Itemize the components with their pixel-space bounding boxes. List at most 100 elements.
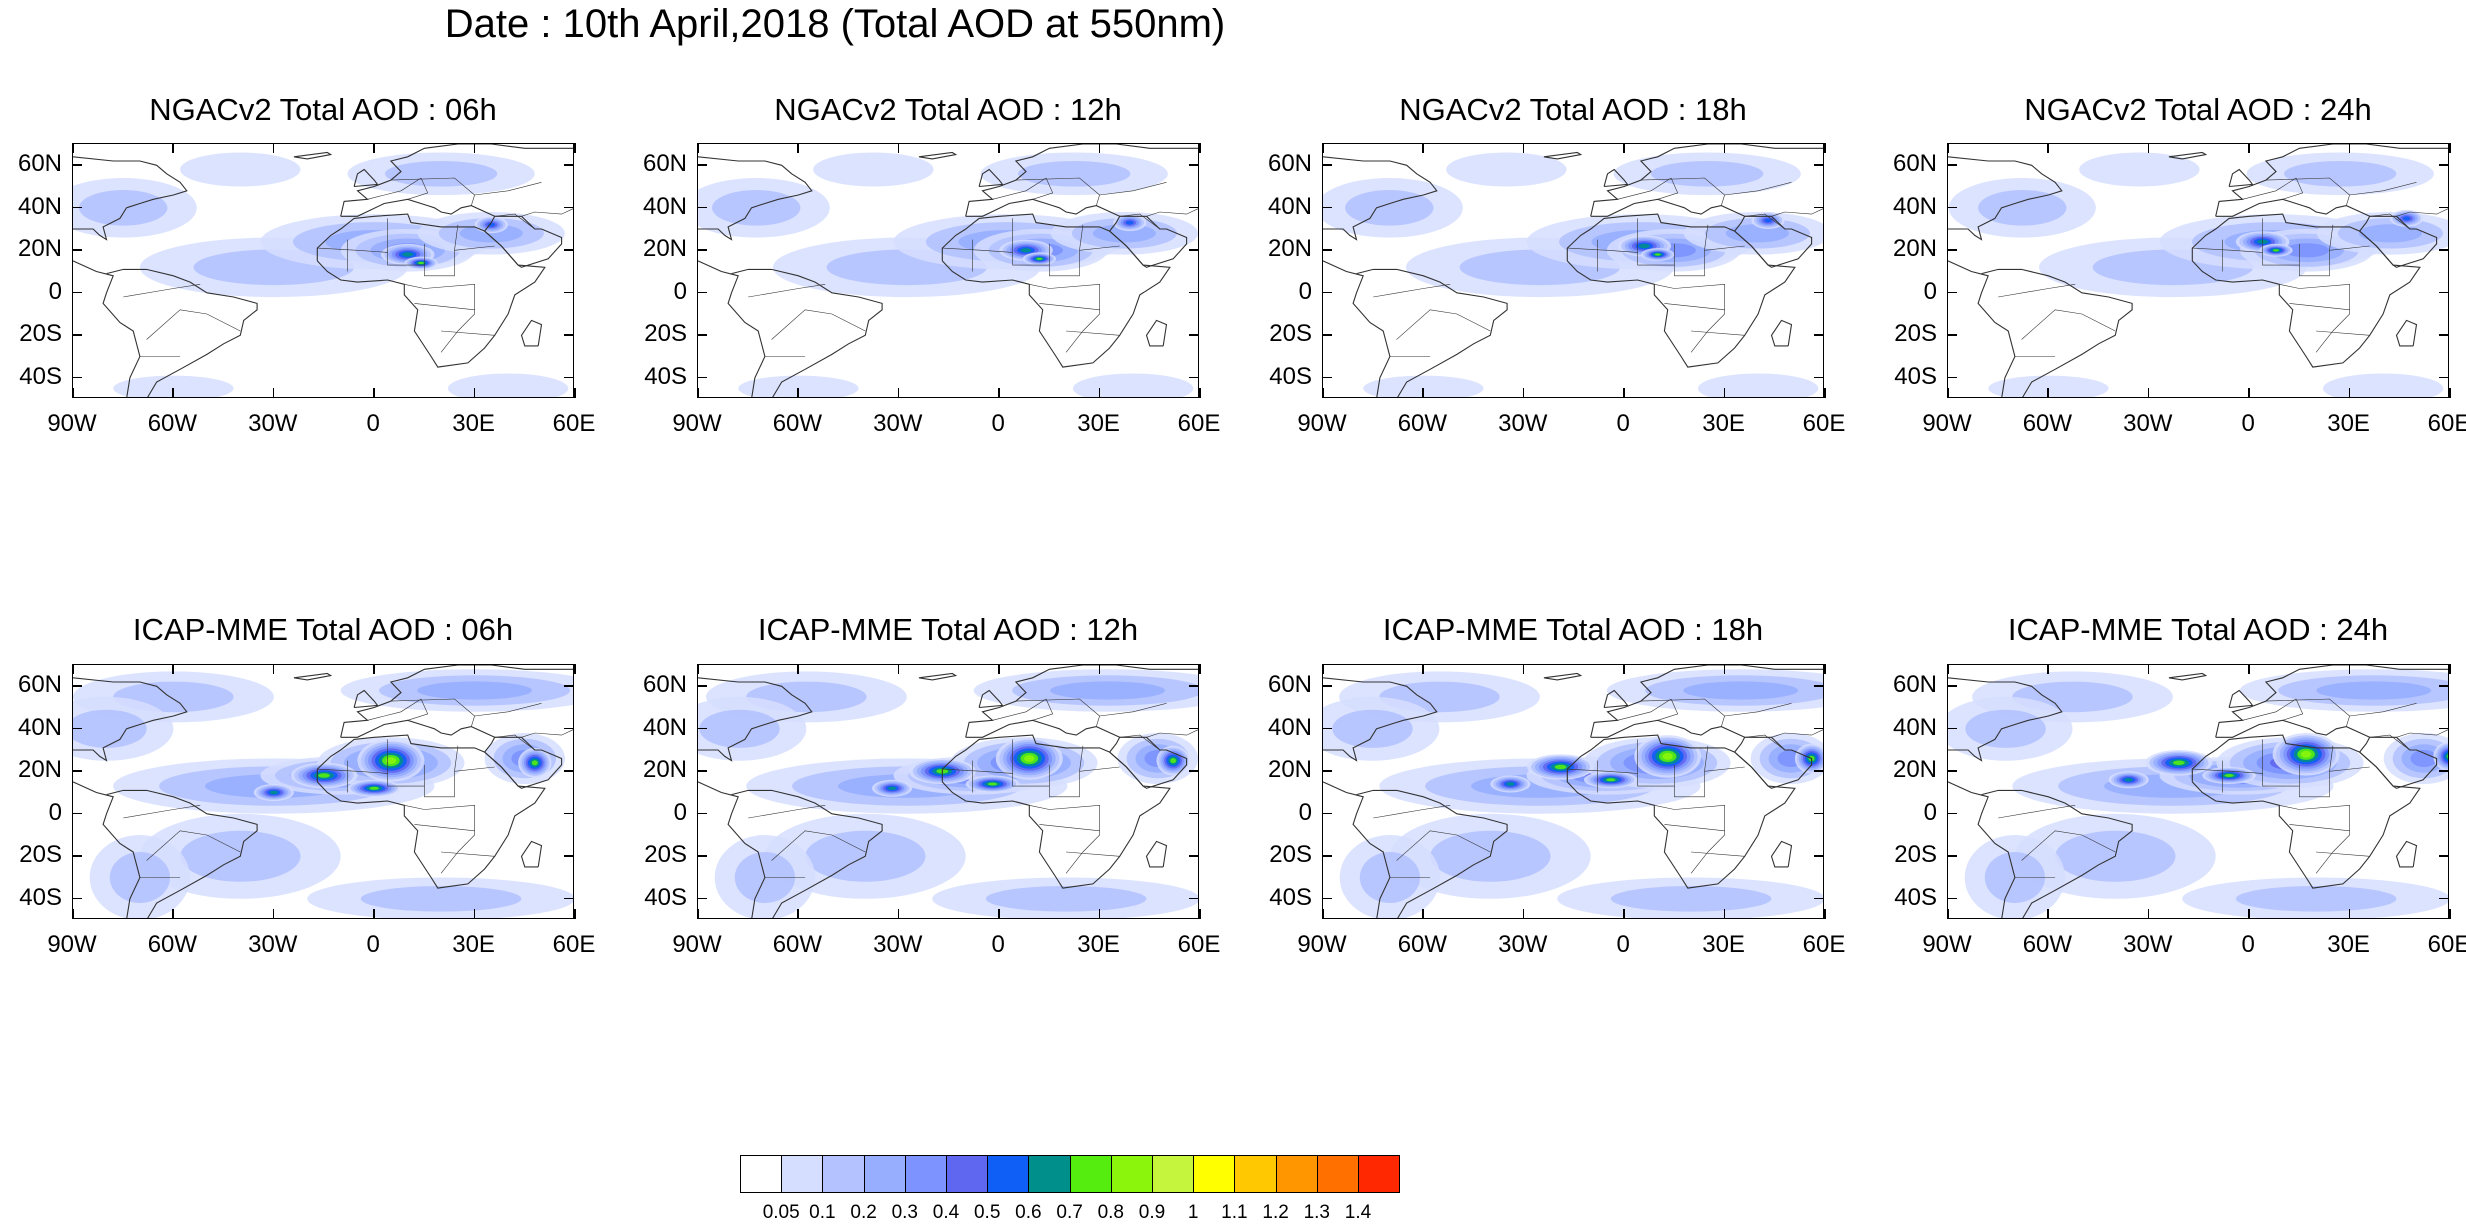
colorbar-swatch [987,1155,1030,1193]
lon-label: 30E [2327,931,2370,958]
country-border [2021,309,2116,340]
coastline [2168,151,2208,160]
coastline [965,665,1198,738]
aod-contour [459,224,523,243]
lon-tick [1723,388,1726,398]
lat-tick [564,164,574,166]
lon-label: 90W [47,410,97,437]
lon-label: 60E [552,931,596,958]
lon-tick [1723,143,1726,153]
country-border [771,309,866,340]
coastline [2359,736,2438,789]
lon-tick [574,664,576,674]
lat-label: 40S [19,362,62,390]
lon-tick [272,909,275,919]
lon-tick [72,388,74,398]
lon-tick [2147,909,2150,919]
aod-contour [402,252,414,257]
coastline [1981,268,2133,397]
lat-tick [1189,206,1199,209]
lat-tick [697,334,707,336]
aod-contour [1125,220,1134,225]
lat-label: 60N [642,150,687,178]
lon-tick [574,143,576,153]
lon-label: 30W [248,410,298,437]
lon-tick [473,664,476,674]
lat-tick [2439,249,2449,251]
coastline [1603,689,1629,709]
lat-label: 20N [1267,756,1312,784]
lat-tick [2439,685,2449,687]
country-border [771,830,866,861]
country-border [2265,177,2350,206]
country-border [146,309,241,340]
country-border [404,283,475,353]
lon-label: 30W [248,931,298,958]
lon-label: 0 [991,410,1005,437]
lat-tick [72,855,82,857]
country-border [367,698,422,721]
country-border [992,177,1047,200]
lon-tick [2449,143,2451,153]
coastline [1543,151,1583,160]
lon-tick [1422,909,1424,919]
lat-tick [2439,164,2449,166]
lat-tick [1814,334,1824,336]
panel-title: NGACv2 Total AOD : 06h [149,92,497,127]
country-border [2021,830,2116,861]
lon-tick [2248,143,2250,153]
aod-contour [2447,754,2448,759]
panel-title: NGACv2 Total AOD : 24h [2024,92,2372,127]
aod-field [698,665,1198,918]
lat-tick [564,249,574,251]
lat-tick [1947,727,1957,730]
coastline [1590,719,1746,753]
colorbar-swatch [822,1155,865,1193]
coastline [73,781,141,918]
lon-tick [1322,909,1324,919]
lon-label: 90W [672,931,722,958]
lat-tick [697,376,707,379]
lat-tick [2439,855,2449,857]
lat-tick [2439,334,2449,336]
lat-label: 40S [644,362,687,390]
panel-title: ICAP-MME Total AOD : 24h [2007,612,2389,647]
aod-field [1323,665,1823,918]
lon-tick [897,388,900,398]
lat-tick [1947,812,1957,815]
lon-tick [473,909,476,919]
coastline [1323,781,1391,918]
lon-label: 60W [2022,410,2073,437]
lon-label: 30E [1702,410,1745,437]
country-border [942,224,1084,277]
country-border [454,766,495,772]
aod-contour [369,786,379,790]
aod-map-panel [697,664,1199,919]
lat-label: 60N [1892,671,1937,699]
lat-tick [564,897,574,900]
lon-tick [1098,388,1101,398]
aod-contour [2445,752,2448,761]
country-border [1744,734,1785,751]
lon-tick [172,143,174,153]
lon-tick [797,909,799,919]
country-border [1099,703,1167,717]
country-border [1771,729,1823,738]
lon-tick [1322,143,1324,153]
country-border [146,830,241,861]
lat-tick [564,855,574,857]
lat-label: 60N [1267,671,1312,699]
aod-contour [180,152,301,187]
lon-tick [998,909,1000,919]
coastline [1109,736,1188,789]
lat-tick [1322,164,1332,166]
aod-map-panel [1947,664,2449,919]
coastline [965,719,1121,753]
country-border [1373,805,1451,819]
lat-label: 40N [1267,713,1312,741]
country-border [1015,177,1100,206]
colorbar-label: 0.05 [762,1202,800,1223]
lat-label: 40N [1892,713,1937,741]
aod-contour [1050,681,1165,700]
aod-contour [385,757,397,764]
